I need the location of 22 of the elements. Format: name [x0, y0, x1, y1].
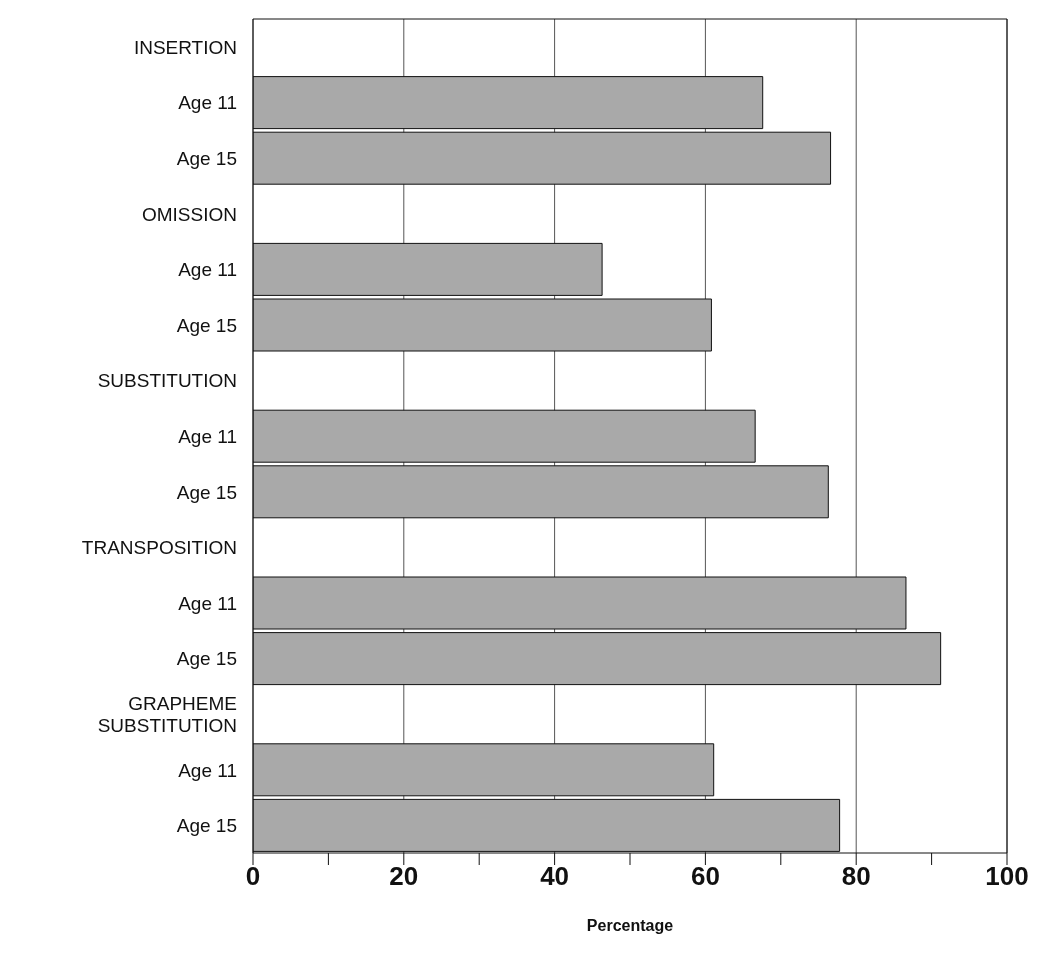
y-tick-label: Age 15 — [176, 314, 237, 336]
y-tick-label: Age 15 — [176, 481, 237, 503]
y-tick-label: Age 11 — [178, 425, 237, 447]
y-tick-label: SUBSTITUTION — [97, 369, 237, 391]
y-tick-label: Age 11 — [178, 592, 237, 614]
x-tick-label: 40 — [540, 861, 570, 891]
y-tick-label: TRANSPOSITION — [81, 536, 237, 558]
y-tick-label: Age 15 — [176, 647, 237, 669]
y-tick-label: Age 11 — [178, 258, 237, 280]
x-tick-label: 0 — [245, 861, 261, 891]
y-tick-label: Age 15 — [176, 814, 237, 836]
x-tick-label: 80 — [841, 861, 871, 891]
y-tick-label: GRAPHEME SUBSTITUTION — [97, 692, 237, 736]
y-tick-label: INSERTION — [133, 36, 237, 58]
x-tick-label: 100 — [985, 861, 1029, 891]
y-tick-label: Age 11 — [178, 91, 237, 113]
x-tick-label: 60 — [690, 861, 720, 891]
x-tick-label: 20 — [389, 861, 419, 891]
x-axis-title: Percentage — [586, 917, 674, 934]
y-tick-label: Age 11 — [178, 759, 237, 781]
y-tick-label: Age 15 — [176, 147, 237, 169]
y-tick-label: OMISSION — [141, 203, 237, 225]
